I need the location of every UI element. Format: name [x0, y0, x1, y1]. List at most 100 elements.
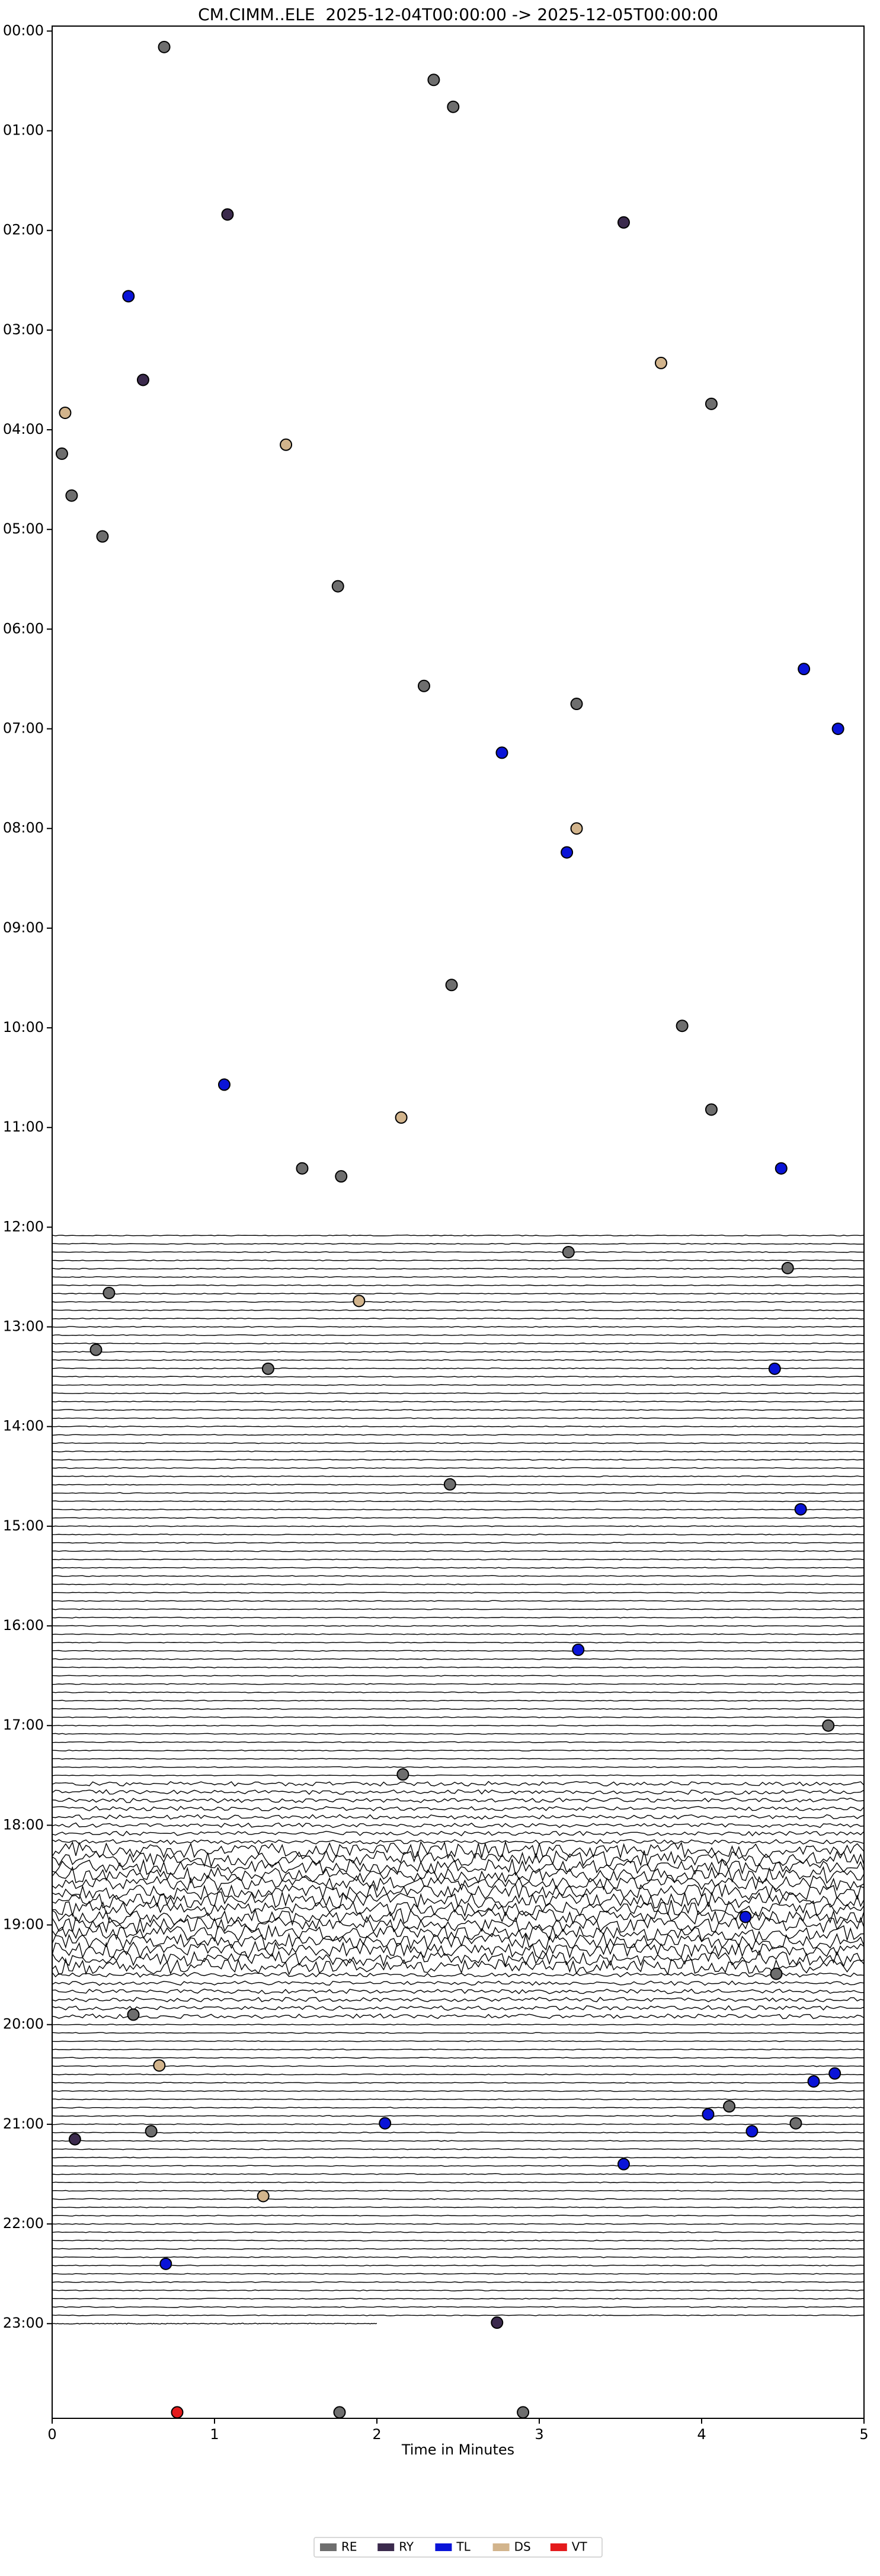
event-point	[153, 2059, 166, 2072]
y-tick-label: 23:00	[3, 2315, 44, 2331]
trace	[52, 1875, 865, 1892]
y-tick-label: 04:00	[3, 421, 44, 437]
event-point	[280, 438, 293, 451]
y-tick-label: 21:00	[3, 2115, 44, 2132]
trace	[52, 2073, 865, 2076]
trace	[52, 1475, 865, 1478]
trace	[52, 1858, 865, 1876]
x-tick-label: 3	[535, 2426, 543, 2443]
trace	[52, 2165, 865, 2167]
trace	[52, 1633, 865, 1635]
trace	[52, 2231, 865, 2233]
y-tick-label: 05:00	[3, 520, 44, 537]
trace	[52, 1591, 865, 1594]
trace	[52, 1741, 865, 1743]
event-point	[617, 216, 630, 229]
event-point	[570, 698, 583, 711]
y-tick-label: 22:00	[3, 2215, 44, 2232]
trace	[52, 1766, 865, 1768]
trace	[52, 1567, 864, 1569]
trace	[52, 1822, 865, 1829]
trace	[52, 1343, 865, 1345]
y-tick-label: 16:00	[3, 1617, 44, 1634]
event-point	[572, 1643, 585, 1656]
trace	[52, 1508, 865, 1511]
event-point	[739, 1910, 752, 1923]
trace	[52, 1359, 864, 1361]
event-point	[702, 2108, 715, 2121]
trace	[52, 2281, 865, 2283]
trace	[52, 1616, 865, 1619]
event-point	[257, 2190, 270, 2203]
event-point	[807, 2075, 820, 2088]
chart-title: CM.CIMM..ELE 2025-12-04T00:00:00 -> 2025…	[198, 5, 718, 24]
trace	[52, 1367, 865, 1370]
legend-swatch	[320, 2543, 337, 2551]
trace	[52, 2181, 865, 2184]
trace	[52, 2264, 865, 2267]
trace	[52, 2214, 865, 2217]
trace	[52, 1749, 865, 1752]
event-point	[331, 580, 344, 593]
trace	[52, 2256, 865, 2258]
event-point	[822, 1719, 835, 1732]
x-tick-label: 2	[372, 2426, 381, 2443]
trace	[52, 1708, 865, 1710]
y-tick-label: 07:00	[3, 720, 44, 737]
trace	[52, 1733, 865, 1735]
event-point	[617, 2158, 630, 2171]
y-tick-label: 08:00	[3, 820, 44, 836]
event-point	[55, 447, 68, 460]
x-tick-label: 0	[47, 2426, 56, 2443]
y-tick-label: 06:00	[3, 620, 44, 637]
event-point	[261, 1362, 274, 1375]
trace	[52, 1417, 865, 1420]
trace	[52, 1267, 865, 1270]
trace	[52, 2198, 865, 2200]
y-tick-label: 17:00	[3, 1717, 44, 1733]
trace	[52, 2032, 865, 2034]
trace	[52, 1932, 865, 1951]
x-axis-label: Time in Minutes	[401, 2441, 514, 2458]
trace	[52, 1980, 865, 1986]
event-point	[775, 1162, 788, 1175]
trace	[52, 1401, 865, 1403]
legend-box	[313, 2537, 603, 2558]
y-tick-label: 12:00	[3, 1218, 44, 1235]
trace	[52, 1890, 865, 1910]
trace	[52, 2115, 865, 2117]
event-point	[445, 979, 458, 992]
trace	[52, 1251, 865, 1253]
trace	[52, 1666, 865, 1669]
event-point	[158, 40, 171, 53]
legend-label: RY	[399, 2540, 414, 2554]
trace	[52, 1542, 865, 1544]
trace	[52, 1699, 865, 1702]
trace	[52, 1805, 865, 1811]
event-point	[562, 1245, 575, 1258]
trace	[52, 1724, 865, 1727]
y-tick-label: 19:00	[3, 1916, 44, 1933]
trace	[52, 1525, 865, 1527]
trace	[52, 1650, 865, 1652]
trace	[52, 1830, 865, 1837]
event-point	[217, 1078, 231, 1091]
event-point	[159, 2257, 172, 2270]
y-tick-label: 10:00	[3, 1019, 44, 1035]
trace	[52, 1691, 865, 1693]
trace	[52, 2248, 865, 2250]
event-point	[333, 2406, 346, 2419]
y-tick-label: 14:00	[3, 1418, 44, 1434]
trace	[52, 1434, 865, 1436]
trace	[52, 1426, 865, 1428]
trace	[52, 1971, 865, 1978]
trace	[52, 1716, 865, 1718]
x-tick-label: 4	[697, 2426, 706, 2443]
trace	[52, 1334, 865, 1337]
trace	[52, 1924, 865, 1943]
event-point	[103, 1286, 116, 1299]
trace	[52, 2289, 864, 2291]
trace	[52, 1866, 865, 1884]
trace	[52, 1484, 865, 1486]
